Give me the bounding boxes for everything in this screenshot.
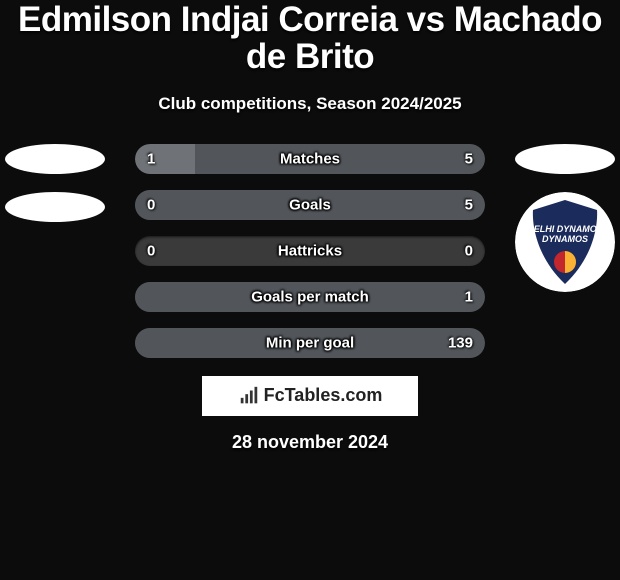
stat-bar: 1Goals per match bbox=[135, 282, 485, 312]
bar-fill-right bbox=[195, 144, 486, 174]
left-player-column bbox=[0, 144, 110, 222]
stat-bar: 05Goals bbox=[135, 190, 485, 220]
stat-bar: 139Min per goal bbox=[135, 328, 485, 358]
bar-value-right: 0 bbox=[465, 242, 473, 259]
comparison-subtitle: Club competitions, Season 2024/2025 bbox=[0, 94, 620, 114]
snapshot-date: 28 november 2024 bbox=[0, 432, 620, 453]
brand-box: FcTables.com bbox=[202, 376, 418, 416]
club-crest-icon: DELHI DYNAMOS DYNAMOS bbox=[515, 192, 615, 292]
brand-text: FcTables.com bbox=[264, 385, 383, 406]
stat-bars: 15Matches 05Goals 0 0Hattricks 1Goals per ma… bbox=[135, 144, 485, 358]
placeholder-oval bbox=[515, 144, 615, 174]
right-player-column: DELHI DYNAMOS DYNAMOS bbox=[510, 144, 620, 292]
bar-fill-right bbox=[135, 190, 485, 220]
bar-fill-right bbox=[135, 282, 485, 312]
bar-fill-left bbox=[135, 144, 195, 174]
comparison-title: Edmilson Indjai Correia vs Machado de Br… bbox=[0, 0, 620, 76]
placeholder-oval bbox=[5, 192, 105, 222]
stat-bar: 15Matches bbox=[135, 144, 485, 174]
placeholder-oval bbox=[5, 144, 105, 174]
barchart-icon bbox=[238, 385, 260, 407]
bar-label: Hattricks bbox=[135, 242, 485, 259]
compare-area: DELHI DYNAMOS DYNAMOS 15Matches05Goals00… bbox=[0, 144, 620, 358]
stat-bar: 0 0Hattricks bbox=[135, 236, 485, 266]
club-logo: DELHI DYNAMOS DYNAMOS bbox=[515, 192, 615, 292]
bar-value-left: 0 bbox=[147, 242, 155, 259]
club-logo-text: DELHI DYNAMOS bbox=[527, 224, 603, 234]
bar-fill-right bbox=[135, 328, 485, 358]
svg-text:DYNAMOS: DYNAMOS bbox=[542, 234, 588, 244]
